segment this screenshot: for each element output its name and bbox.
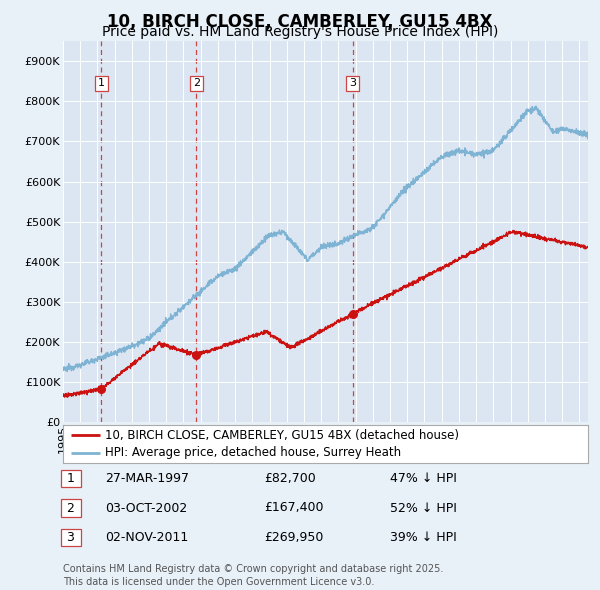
Text: 47% ↓ HPI: 47% ↓ HPI [390,472,457,485]
Text: 39% ↓ HPI: 39% ↓ HPI [390,531,457,544]
Text: 10, BIRCH CLOSE, CAMBERLEY, GU15 4BX: 10, BIRCH CLOSE, CAMBERLEY, GU15 4BX [107,13,493,31]
Text: 2: 2 [63,502,79,514]
Text: 27-MAR-1997: 27-MAR-1997 [105,472,189,485]
Text: 10, BIRCH CLOSE, CAMBERLEY, GU15 4BX (detached house): 10, BIRCH CLOSE, CAMBERLEY, GU15 4BX (de… [105,429,459,442]
Text: 03-OCT-2002: 03-OCT-2002 [105,502,187,514]
Text: HPI: Average price, detached house, Surrey Heath: HPI: Average price, detached house, Surr… [105,446,401,459]
Text: Price paid vs. HM Land Registry's House Price Index (HPI): Price paid vs. HM Land Registry's House … [102,25,498,40]
Text: Contains HM Land Registry data © Crown copyright and database right 2025.
This d: Contains HM Land Registry data © Crown c… [63,564,443,587]
Text: 02-NOV-2011: 02-NOV-2011 [105,531,188,544]
Text: 3: 3 [349,78,356,88]
Text: 1: 1 [63,472,79,485]
Text: 1: 1 [98,78,105,88]
Text: £82,700: £82,700 [264,472,316,485]
Text: £167,400: £167,400 [264,502,323,514]
Text: 52% ↓ HPI: 52% ↓ HPI [390,502,457,514]
Text: 3: 3 [63,531,79,544]
Text: £269,950: £269,950 [264,531,323,544]
Text: 2: 2 [193,78,200,88]
